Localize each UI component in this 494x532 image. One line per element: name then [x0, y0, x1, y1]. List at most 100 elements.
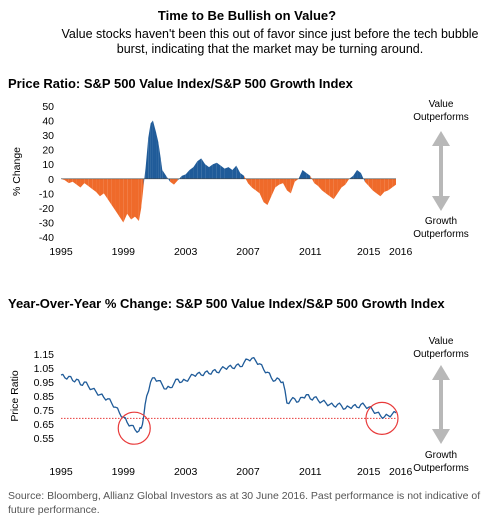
chart1-area-segment: [267, 178, 272, 205]
chart1-area-segment: [88, 178, 93, 189]
chart1-area-segment: [353, 170, 358, 179]
chart1-area-segment: [205, 164, 210, 179]
chart1-y-tick-label: 40: [42, 116, 54, 128]
chart1-area-segment: [96, 178, 100, 197]
chart1-area-segment: [232, 165, 237, 179]
chart1-y-ticks: 50 40 30 20 10 0 -10 -20 -30 -40: [39, 101, 54, 244]
chart1-area-segment: [337, 178, 342, 194]
chart1-y-tick-label: 20: [42, 145, 54, 157]
chart1-x-tick-label: 1995: [49, 246, 73, 258]
chart1-area-segment: [247, 178, 252, 188]
chart1-x-tick-label: 2003: [174, 246, 198, 258]
chart1-area-segment: [220, 165, 225, 179]
chart1-area-segment: [103, 178, 108, 200]
chart1-area-segment: [170, 178, 174, 185]
chart1-area-segment: [244, 175, 248, 184]
chart1-area-segment: [279, 178, 284, 185]
chart1-area-segment: [185, 170, 190, 179]
chart1-double-arrow-icon: [432, 131, 450, 211]
chart1-growth-label: Growth: [425, 216, 457, 227]
chart1-area-segment: [255, 178, 260, 194]
chart1-x-tick-label: 1999: [112, 246, 136, 258]
chart1-area-segment: [123, 178, 128, 223]
chart1-area-segment: [318, 178, 322, 191]
chart1-area-segment: [306, 172, 311, 179]
chart1-y-tick-label: -20: [39, 203, 54, 215]
chart1-area-segment: [162, 170, 167, 179]
chart1-area-segment: [154, 126, 157, 179]
chart1-area-segment: [275, 178, 280, 188]
chart1-area-segment: [201, 158, 206, 179]
chart1-area-segment: [173, 178, 178, 185]
chart2-x-tick-label: 1999: [112, 466, 136, 478]
chart1-area-segment: [321, 178, 326, 194]
chart1-area-segment: [76, 178, 81, 188]
chart1-area-segment: [259, 178, 264, 203]
chart1-area-segment: [224, 167, 229, 179]
chart1-area-segment: [345, 178, 350, 185]
chart1-area-segment: [148, 123, 151, 179]
chart1-area-segment: [329, 178, 334, 200]
chart1-y-tick-label: -30: [39, 217, 54, 229]
chart2-value-outperforms-label: Outperforms: [413, 349, 469, 360]
chart1-area-segment: [141, 178, 144, 208]
chart1-area-segment: [380, 178, 385, 197]
chart1-area-segment: [80, 178, 85, 188]
chart2-y-tick-label: 0.55: [34, 433, 55, 445]
chart1-area-segment: [349, 175, 354, 179]
chart1-area-segment: [156, 132, 159, 179]
chart1-y-tick-label: 30: [42, 130, 54, 142]
chart2-y-tick-label: 0.65: [34, 419, 55, 431]
chart2-y-ticks: 1.15 1.05 0.95 0.85 0.75 0.65 0.55: [34, 349, 55, 445]
chart1-y-tick-label: 10: [42, 159, 54, 171]
chart2-title: Year-Over-Year % Change: S&P 500 Value I…: [8, 296, 445, 311]
chart1-area-segment: [135, 178, 139, 221]
chart1-area-segment: [72, 178, 77, 185]
chart1-x-tick-label: 2016: [389, 246, 413, 258]
chart1-area-segment: [84, 178, 89, 187]
chart1-area-segment: [372, 178, 377, 194]
chart2-x-tick-label: 2016: [389, 466, 413, 478]
chart1-area-segment: [127, 178, 132, 220]
chart2-y-tick-label: 0.75: [34, 405, 55, 417]
chart1-area-segment: [111, 178, 116, 211]
chart1-area-segment: [298, 170, 303, 179]
chart1-area-segment: [290, 178, 295, 194]
chart1-area-segment: [158, 142, 161, 179]
page-title: Time to Be Bullish on Value?: [157, 8, 337, 23]
chart1-area-segment: [160, 158, 163, 179]
chart1-area-segment: [64, 178, 69, 184]
chart1-area-segment: [152, 120, 155, 179]
page-subtitle: Value stocks haven't been this out of fa…: [61, 27, 479, 56]
chart2-x-tick-label: 2011: [299, 466, 322, 478]
chart2-y-tick-label: 1.15: [34, 349, 55, 361]
chart1-area-segment: [357, 170, 361, 179]
chart1-area-segment: [119, 178, 124, 223]
chart1-area-segment: [302, 170, 307, 179]
chart1-area-segment: [115, 178, 120, 217]
chart1-area-segment: [145, 138, 149, 179]
chart1-area-segment: [364, 178, 369, 187]
chart1-x-tick-label: 2011: [299, 246, 322, 258]
chart1-area-segment: [388, 178, 393, 191]
chart1-y-tick-label: -10: [39, 188, 54, 200]
chart1-y-axis-label: % Change: [11, 147, 23, 196]
chart2-x-tick-label: 2007: [236, 466, 260, 478]
chart1-area-segment: [271, 178, 276, 197]
chart1-y-tick-label: 0: [48, 174, 54, 186]
chart1-area-segment: [193, 161, 198, 179]
chart1-area-segment: [283, 178, 287, 191]
chart1-area-segment: [294, 178, 299, 182]
chart2-y-tick-label: 1.05: [34, 363, 55, 375]
chart1-area-segment: [314, 178, 319, 187]
chart1-value-label: Value: [429, 99, 454, 110]
chart2-double-arrow-icon: [432, 365, 450, 444]
chart2-x-tick-label: 2015: [357, 466, 381, 478]
chart1-y-tick-label: -40: [39, 232, 54, 244]
chart1-area-segment: [286, 178, 291, 194]
chart1-area-segment: [384, 178, 389, 192]
chart1-value-outperforms-label: Outperforms: [413, 112, 469, 123]
chart1-area-segment: [333, 178, 338, 200]
